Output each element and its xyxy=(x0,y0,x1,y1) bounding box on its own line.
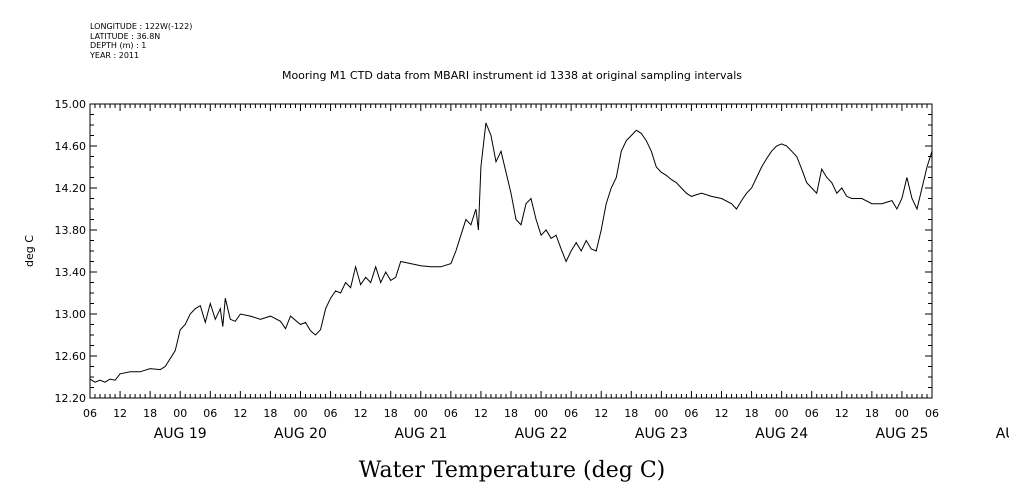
metadata-block: LONGITUDE : 122W(-122) LATITUDE : 36.8N … xyxy=(90,22,192,60)
x-tick-label: 00 xyxy=(294,407,308,420)
x-tick-label: 00 xyxy=(414,407,428,420)
y-tick-label: 13.40 xyxy=(55,266,87,279)
y-tick-label: 14.20 xyxy=(55,182,87,195)
x-day-label: AUG 19 xyxy=(154,426,207,442)
x-tick-label: 06 xyxy=(444,407,458,420)
x-tick-label: 18 xyxy=(504,407,518,420)
x-tick-label: 06 xyxy=(564,407,578,420)
x-tick-label: 00 xyxy=(654,407,668,420)
series-line xyxy=(89,122,933,383)
x-tick-label: 06 xyxy=(805,407,819,420)
x-axis: 06 12 18 00 06 12 18 00 06 12 18 00 06 12 18 00 06 12 18 00… xyxy=(83,104,1009,442)
x-tick-label: 06 xyxy=(925,407,939,420)
x-tick-label: 06 xyxy=(83,407,97,420)
x-tick-label: 12 xyxy=(354,407,368,420)
plot-frame xyxy=(89,103,933,399)
x-day-label: AUG 21 xyxy=(394,426,447,442)
x-tick-label: 12 xyxy=(715,407,729,420)
x-tick-label: 18 xyxy=(624,407,638,420)
x-tick-label: 06 xyxy=(684,407,698,420)
metadata-longitude: LONGITUDE : 122W(-122) xyxy=(90,22,193,31)
metadata-depth: DEPTH (m) : 1 xyxy=(90,41,147,50)
y-tick-label: 12.60 xyxy=(55,350,87,363)
x-day-label: AUG 24 xyxy=(755,426,808,442)
y-axis-label: deg C xyxy=(23,235,36,267)
x-day-label: AUG 23 xyxy=(635,426,688,442)
x-tick-label: 18 xyxy=(143,407,157,420)
metadata-latitude: LATITUDE : 36.8N xyxy=(90,31,161,41)
y-tick-label: 13.80 xyxy=(55,224,87,237)
x-tick-label: 12 xyxy=(474,407,488,420)
x-tick-label: 00 xyxy=(173,407,187,420)
x-day-label: AUG 25 xyxy=(875,426,928,442)
y-tick-label: 14.60 xyxy=(55,140,87,153)
y-axis: 12.20 12.60 13.00 13.40 13.80 14.20 14.60 15.00 xyxy=(55,98,932,405)
x-tick-label: 18 xyxy=(865,407,879,420)
x-tick-label: 00 xyxy=(534,407,548,420)
y-tick-label: 13.00 xyxy=(55,308,87,321)
x-tick-label: 12 xyxy=(233,407,247,420)
x-tick-label: 12 xyxy=(594,407,608,420)
x-tick-label: 12 xyxy=(113,407,127,420)
chart-title: Mooring M1 CTD data from MBARI instrumen… xyxy=(282,69,742,82)
metadata-year: YEAR : 2011 xyxy=(90,50,140,60)
y-tick-label: 15.00 xyxy=(55,98,87,111)
x-tick-label: 06 xyxy=(203,407,217,420)
x-tick-label: 12 xyxy=(835,407,849,420)
x-tick-label: 06 xyxy=(324,407,338,420)
x-tick-label: 18 xyxy=(745,407,759,420)
x-tick-label: 00 xyxy=(895,407,909,420)
y-tick-label: 12.20 xyxy=(55,392,87,405)
x-day-label: AUG 26 xyxy=(996,426,1009,442)
x-day-label: AUG 20 xyxy=(274,426,327,442)
x-tick-label: 00 xyxy=(775,407,789,420)
x-axis-label: Water Temperature (deg C) xyxy=(359,458,666,483)
x-day-label: AUG 22 xyxy=(515,426,568,442)
x-tick-label: 18 xyxy=(384,407,398,420)
x-tick-label: 18 xyxy=(263,407,277,420)
